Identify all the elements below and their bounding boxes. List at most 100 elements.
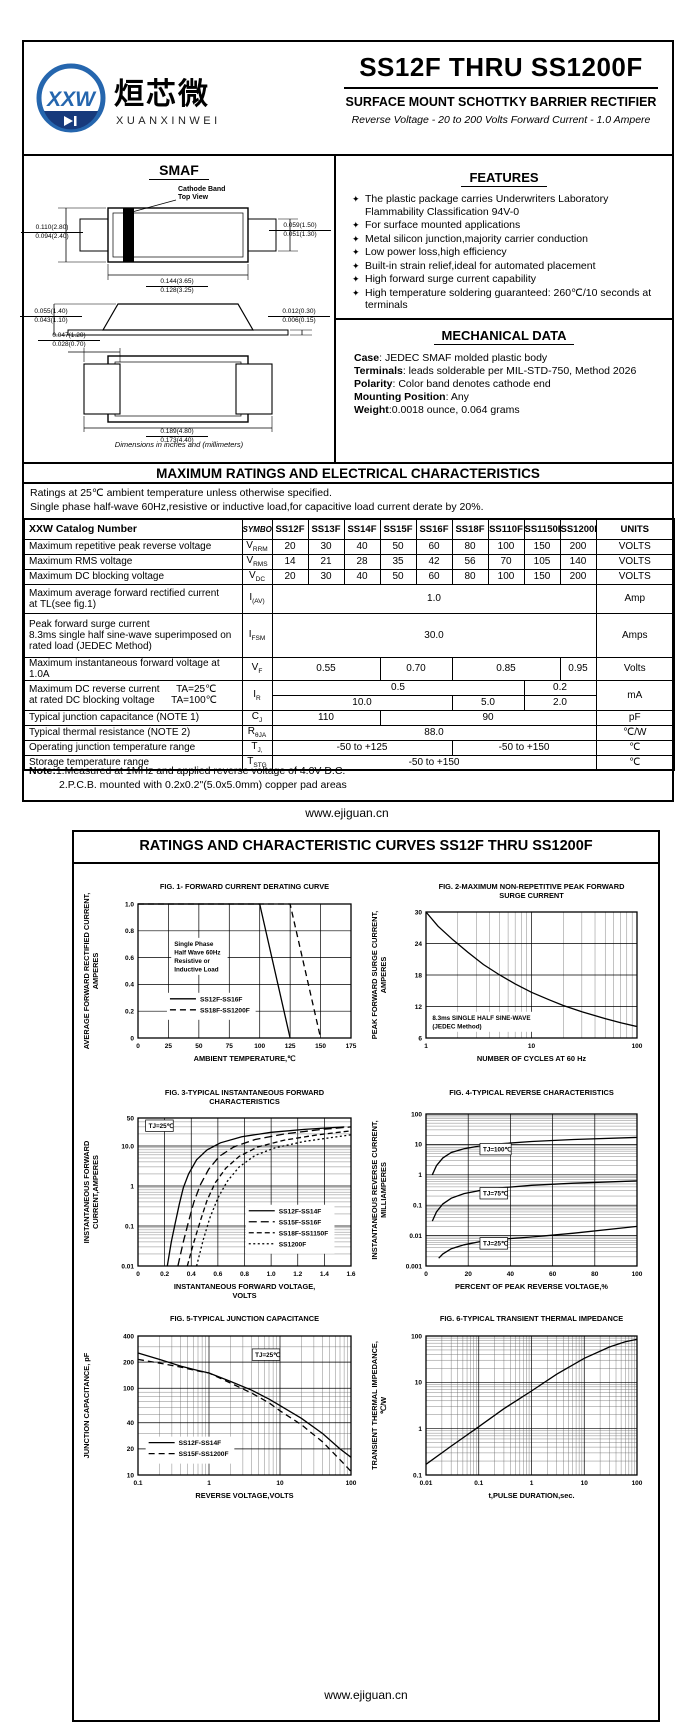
svg-text:0.2: 0.2 xyxy=(125,1009,134,1016)
features-section: FEATURES ✦ The plastic package carries Un… xyxy=(336,154,672,318)
unit-cell: ℃/W xyxy=(595,724,675,741)
svg-text:200: 200 xyxy=(123,1359,134,1366)
value-cell: -50 to +150 xyxy=(271,754,597,771)
svg-text:NUMBER OF CYCLES AT 60 Hz: NUMBER OF CYCLES AT 60 Hz xyxy=(477,1054,587,1063)
fig3-plot: 0 0.2 0.4 0.6 0.8 1.0 1.2 1.4 1.6 0.01 0.1 1 10.0 50 T… xyxy=(82,1088,356,1300)
bullet-icon: ✦ xyxy=(352,260,360,271)
logo-monogram: XXW xyxy=(46,88,97,111)
svg-text:0.2: 0.2 xyxy=(160,1271,169,1278)
svg-text:SURGE CURRENT: SURGE CURRENT xyxy=(499,891,564,900)
feature-item: ✦ Built-in strain relief,ideal for automa… xyxy=(352,259,596,272)
svg-text:10: 10 xyxy=(127,1472,135,1479)
unit-cell: ℃ xyxy=(595,739,675,756)
svg-text:INSTANTANEOUS REVERSE CURRENT,: INSTANTANEOUS REVERSE CURRENT, xyxy=(370,1120,379,1259)
param-cell: Operating junction temperature range xyxy=(23,739,243,756)
value-cell: 30 xyxy=(307,568,345,585)
svg-text:1: 1 xyxy=(130,1183,134,1190)
param-cell: Maximum DC reverse current TA=25℃ at rate… xyxy=(23,679,243,711)
svg-text:Inductive Load: Inductive Load xyxy=(174,966,219,973)
ratings-tagline: Reverse Voltage - 20 to 200 Volts Forwar… xyxy=(351,114,651,126)
bullet-icon: ✦ xyxy=(352,287,360,298)
value-cell: 56 xyxy=(451,553,489,570)
title-rule xyxy=(344,87,658,89)
svg-text:100: 100 xyxy=(411,1111,422,1118)
value-cell: 0.70 xyxy=(379,656,453,681)
svg-text:100: 100 xyxy=(254,1043,265,1050)
svg-text:1: 1 xyxy=(424,1043,428,1050)
svg-text:SS18F-SS1150F: SS18F-SS1150F xyxy=(279,1230,328,1237)
svg-text:TJ=25℃: TJ=25℃ xyxy=(483,1241,508,1248)
website-link-2[interactable]: www.ejiguan.cn xyxy=(324,1688,408,1702)
table-header: SS16F xyxy=(415,518,453,540)
product-subtitle: SURFACE MOUNT SCHOTTKY BARRIER RECTIFIER xyxy=(345,95,657,109)
svg-text:75: 75 xyxy=(226,1043,234,1050)
svg-text:100: 100 xyxy=(632,1271,643,1278)
svg-text:0.001: 0.001 xyxy=(406,1263,423,1270)
columns: SMAF xyxy=(20,154,672,462)
value-cell: 30.0 xyxy=(271,612,597,658)
bullet-icon: ✦ xyxy=(352,220,360,230)
symbol-cell: RθJA xyxy=(241,724,273,741)
unit-cell: VOLTS xyxy=(595,553,675,570)
table-note-2: 2.P.C.B. mounted with 0.2x0.2"(5.0x5.0mm… xyxy=(59,779,347,791)
svg-text:10: 10 xyxy=(415,1380,423,1387)
svg-text:FIG. 4-TYPICAL REVERSE CHARACT: FIG. 4-TYPICAL REVERSE CHARACTERISTICS xyxy=(449,1088,614,1097)
value-cell: 2.0 xyxy=(523,694,597,711)
package-outline-section: SMAF xyxy=(20,154,334,462)
svg-text:Half Wave 60Hz: Half Wave 60Hz xyxy=(174,949,220,956)
value-cell: 0.2 xyxy=(523,679,597,696)
svg-text:10.0: 10.0 xyxy=(121,1143,134,1150)
svg-text:1.4: 1.4 xyxy=(320,1271,329,1278)
table-row: Storage temperature range TSTG -50 to +150… xyxy=(23,754,675,771)
website-link-1[interactable]: www.ejiguan.cn xyxy=(305,806,389,820)
svg-text:20: 20 xyxy=(127,1446,135,1453)
value-cell: 1.0 xyxy=(271,583,597,614)
unit-cell: Amp xyxy=(595,583,675,614)
value-cell: 28 xyxy=(343,553,381,570)
svg-text:TJ=75℃: TJ=75℃ xyxy=(483,1190,508,1197)
value-cell: 50 xyxy=(379,538,417,555)
svg-text:SS18F-SS1200F: SS18F-SS1200F xyxy=(200,1007,250,1014)
value-cell: 70 xyxy=(487,553,525,570)
table-header: XXW Catalog Number xyxy=(23,518,243,540)
svg-text:40: 40 xyxy=(127,1420,135,1427)
series-SS15F-SS1200F xyxy=(137,1358,352,1472)
mechanical-data-section: MECHANICAL DATA Case: JEDEC SMAF molded … xyxy=(336,318,672,462)
svg-text:150: 150 xyxy=(315,1043,326,1050)
value-cell: 40 xyxy=(343,568,381,585)
svg-text:AMPERES: AMPERES xyxy=(91,953,100,990)
ratings-condition-2: Single phase half-wave 60Hz,resistive or… xyxy=(30,501,484,513)
param-cell: Maximum repetitive peak reverse voltage xyxy=(23,538,243,555)
fig1-plot: 0 25 50 75 100 125 150 175 0 0.2 0.4 0.6 0.8 1.0 Singl… xyxy=(82,882,357,1063)
unit-cell: Volts xyxy=(595,656,675,681)
figure-6-transient-thermal-impedance: 0.01 0.1 1 10 100 0.1 1 10 100 FIG. 6-TYPICAL TRA… xyxy=(368,1310,653,1520)
svg-text:TJ=100℃: TJ=100℃ xyxy=(483,1146,512,1153)
series-thermal xyxy=(425,1338,638,1465)
svg-text:10: 10 xyxy=(415,1142,423,1149)
bullet-icon: ✦ xyxy=(352,247,360,257)
svg-text:(JEDEC Method): (JEDEC Method) xyxy=(432,1023,481,1030)
page2-frame: RATINGS AND CHARACTERISTIC CURVES SS12F … xyxy=(72,830,660,1722)
svg-text:FIG. 1- FORWARD CURRENT DERATI: FIG. 1- FORWARD CURRENT DERATING CURVE xyxy=(160,882,329,891)
series-TJ=75℃ xyxy=(431,1180,638,1222)
table-header: SS13F xyxy=(307,518,345,540)
svg-text:0.6: 0.6 xyxy=(125,955,134,962)
value-cell: 10.0 xyxy=(271,694,453,711)
svg-text:50: 50 xyxy=(127,1115,135,1122)
figure-1-forward-current-derating: 0 25 50 75 100 125 150 175 0 0.2 0.4 0.6 0.8 1.0 Singl… xyxy=(80,878,365,1083)
value-cell: 0.85 xyxy=(451,656,561,681)
svg-text:PEAK FORWARD SURGE CURRENT,: PEAK FORWARD SURGE CURRENT, xyxy=(370,911,379,1039)
mechanical-item: Weight:0.0018 ounce, 0.064 grams xyxy=(354,404,520,416)
svg-text:24: 24 xyxy=(415,941,423,948)
svg-text:1.0: 1.0 xyxy=(125,901,134,908)
symbol-cell: VRRM xyxy=(241,538,273,555)
unit-cell: VOLTS xyxy=(595,568,675,585)
svg-text:1: 1 xyxy=(418,1426,422,1433)
ratings-table: XXW Catalog NumberSYMBOLSSS12FSS13FSS14F… xyxy=(23,518,675,771)
svg-text:1: 1 xyxy=(530,1480,534,1487)
svg-text:10: 10 xyxy=(276,1480,284,1487)
svg-text:1.6: 1.6 xyxy=(346,1271,355,1278)
value-cell: 88.0 xyxy=(271,724,597,741)
value-cell: -50 to +125 xyxy=(271,739,453,756)
